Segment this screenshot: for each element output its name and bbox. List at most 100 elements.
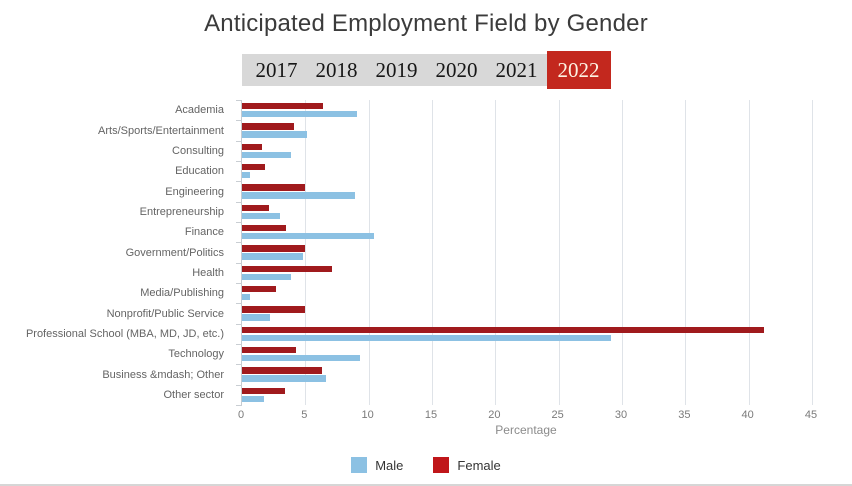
y-axis-tick <box>236 344 242 345</box>
gridline-15 <box>432 100 433 405</box>
y-axis-tick <box>236 100 242 101</box>
gridline-25 <box>558 100 560 405</box>
chart-title: Anticipated Employment Field by Gender <box>204 10 648 37</box>
category-label: Technology <box>168 348 224 361</box>
year-tab-2019[interactable]: 2019 <box>366 54 427 86</box>
x-tick-label-35: 35 <box>678 409 691 421</box>
bar-female[interactable] <box>242 164 265 171</box>
bar-female[interactable] <box>242 245 306 252</box>
y-axis-labels: Academia Arts/Sports/Entertainment Consult… <box>0 100 233 405</box>
year-tab-2021[interactable]: 2021 <box>486 54 547 86</box>
x-tick-label-5: 5 <box>301 409 308 421</box>
category-label: Finance <box>184 226 224 239</box>
x-axis-ticks: 0 5 10 15 20 25 30 35 40 45 <box>237 409 817 423</box>
category-label: Health <box>192 266 224 279</box>
gridline-5 <box>305 100 307 405</box>
year-tab-2018[interactable]: 2018 <box>306 54 367 86</box>
legend-label: Male <box>375 457 404 473</box>
category-label: Entrepreneurship <box>139 205 224 218</box>
y-axis-tick <box>236 201 242 203</box>
bar-male[interactable] <box>242 253 303 260</box>
bar-male[interactable] <box>242 233 374 240</box>
bar-male[interactable] <box>242 151 292 159</box>
bar-female[interactable] <box>242 204 269 212</box>
bar-male[interactable] <box>242 212 280 220</box>
bar-male[interactable] <box>242 314 270 321</box>
bar-male[interactable] <box>242 355 360 362</box>
bar-male[interactable] <box>242 375 326 382</box>
category-label: Education <box>175 165 224 178</box>
bar-female[interactable] <box>242 103 324 110</box>
bar-male[interactable] <box>242 334 611 342</box>
bar-male[interactable] <box>242 131 307 138</box>
year-tab-2020[interactable]: 2020 <box>426 54 487 86</box>
legend-label: Female <box>457 457 501 473</box>
gridline-45 <box>812 100 813 405</box>
legend: Male Female <box>0 457 852 473</box>
x-axis-title: Percentage <box>495 423 557 437</box>
y-axis-tick <box>236 384 242 386</box>
y-axis-tick <box>236 405 242 406</box>
gridline-30 <box>622 100 623 405</box>
category-label: Business &mdash; Other <box>102 368 224 381</box>
y-axis-tick <box>236 364 242 366</box>
bar-female[interactable] <box>242 225 287 232</box>
bar-female[interactable] <box>242 123 294 130</box>
x-tick-label-10: 10 <box>361 409 374 421</box>
bar-female[interactable] <box>242 306 306 313</box>
category-label: Consulting <box>172 144 224 157</box>
year-tab-2017[interactable]: 2017 <box>241 54 307 86</box>
bar-female[interactable] <box>242 347 297 354</box>
bar-male[interactable] <box>242 111 358 118</box>
category-label: Arts/Sports/Entertainment <box>98 124 224 137</box>
x-tick-label-30: 30 <box>614 409 628 421</box>
gridline-35 <box>685 100 687 405</box>
y-axis-tick <box>236 323 242 325</box>
x-tick-label-0: 0 <box>237 409 245 421</box>
legend-item-male[interactable]: Male <box>351 457 403 473</box>
bar-male[interactable] <box>242 294 250 301</box>
y-axis-tick <box>236 242 242 244</box>
y-axis-tick <box>236 181 242 183</box>
bar-female[interactable] <box>242 265 332 273</box>
category-label: Engineering <box>165 185 224 198</box>
y-axis-tick <box>236 161 242 162</box>
x-tick-label-45: 45 <box>804 409 818 421</box>
gridline-10 <box>368 100 370 405</box>
bar-female[interactable] <box>242 326 764 334</box>
y-axis-tick <box>236 222 242 223</box>
bar-male[interactable] <box>242 273 292 281</box>
category-label: Media/Publishing <box>140 287 224 300</box>
x-tick-label-40: 40 <box>741 409 754 421</box>
plot-area <box>236 100 813 406</box>
y-axis-tick <box>236 303 242 305</box>
bar-male[interactable] <box>242 395 264 403</box>
gridline-20 <box>495 100 497 405</box>
legend-item-female[interactable]: Female <box>433 457 501 473</box>
legend-swatch-male <box>351 457 368 473</box>
x-tick-label-20: 20 <box>488 409 501 421</box>
gridline-40 <box>748 100 750 405</box>
bar-female[interactable] <box>242 387 286 395</box>
x-tick-label-15: 15 <box>424 409 438 421</box>
bar-female[interactable] <box>242 367 322 374</box>
year-tab-bar: 2017 2018 2019 2020 2021 2022 <box>0 51 852 89</box>
bar-female[interactable] <box>242 184 306 191</box>
bar-male[interactable] <box>242 172 250 179</box>
y-axis-tick <box>236 262 242 264</box>
bar-female[interactable] <box>242 143 263 151</box>
x-tick-label-25: 25 <box>551 409 564 421</box>
y-axis-tick <box>236 283 242 284</box>
bar-male[interactable] <box>242 192 355 199</box>
category-label: Academia <box>175 104 224 117</box>
category-label: Government/Politics <box>125 246 224 259</box>
y-axis-tick <box>236 140 242 142</box>
legend-swatch-female <box>433 457 450 473</box>
category-label: Nonprofit/Public Service <box>106 307 224 320</box>
category-label: Other sector <box>163 388 224 401</box>
category-label: Professional School (MBA, MD, JD, etc.) <box>25 327 224 340</box>
bar-female[interactable] <box>242 286 277 293</box>
y-axis-tick <box>236 120 242 122</box>
year-tab-2022[interactable]: 2022 <box>546 51 611 89</box>
